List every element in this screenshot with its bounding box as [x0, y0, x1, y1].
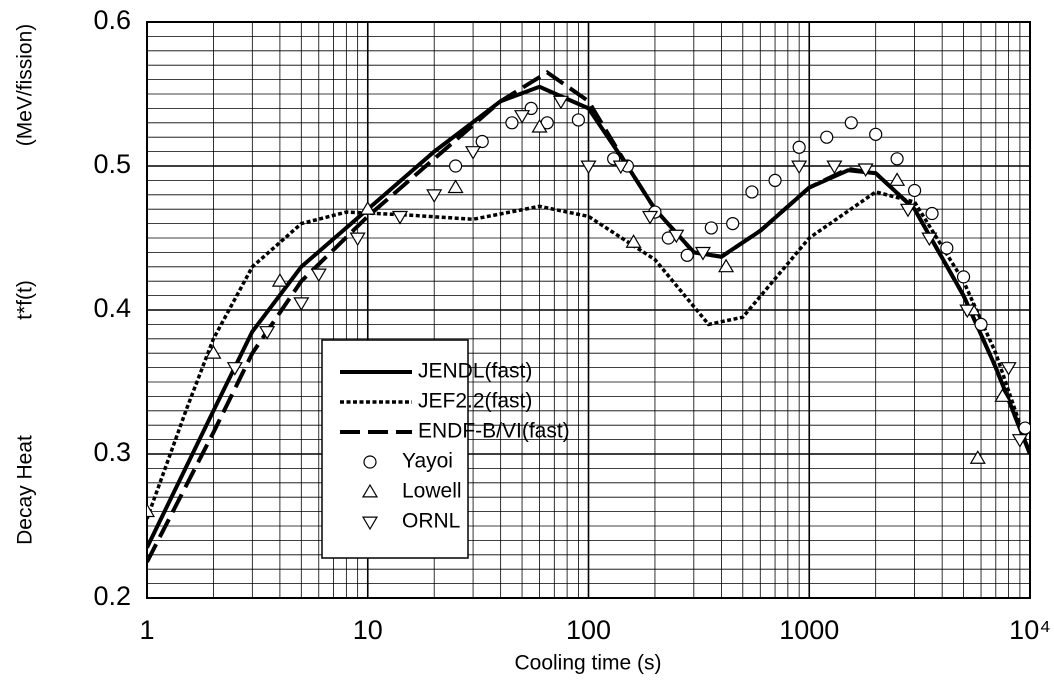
marker [447, 179, 464, 194]
plot-frame [146, 21, 1031, 599]
marker [426, 189, 443, 203]
legend-label: Yayoi [402, 450, 453, 473]
marker [505, 116, 519, 130]
marker [625, 234, 642, 248]
marker [974, 317, 988, 331]
marker [820, 130, 834, 144]
marker [552, 95, 569, 110]
marker [259, 326, 276, 340]
marker [531, 118, 548, 133]
marker [147, 503, 156, 518]
legend-label: ENDF-B/VI(fast) [418, 420, 570, 443]
y-tick-label: 0.4 [93, 293, 131, 323]
line [147, 190, 1030, 520]
marker [768, 173, 782, 187]
legend-label: JEF2.2(fast) [418, 390, 532, 413]
marker [1011, 434, 1028, 448]
marker [889, 172, 906, 186]
marker [205, 345, 222, 359]
marker [680, 248, 694, 262]
x-tick-label: 10⁴ [1009, 615, 1051, 645]
marker [271, 273, 288, 287]
y-tick-label: 0.3 [93, 437, 131, 467]
marker [792, 140, 806, 154]
marker [1018, 421, 1030, 435]
legend-label: Lowell [402, 480, 462, 503]
marker [899, 203, 917, 218]
marker [363, 455, 377, 469]
marker [994, 388, 1011, 402]
marker [612, 160, 629, 175]
marker [513, 110, 531, 124]
marker [310, 268, 327, 283]
legend-label: ORNL [402, 510, 460, 533]
y-tick-label: 0.2 [93, 581, 131, 611]
marker [359, 201, 376, 215]
x-tick-label: 10 [353, 615, 383, 645]
y-tick-label: 0.5 [93, 149, 131, 179]
x-tick-label: 1000 [779, 615, 839, 645]
y-axis-label: t*f(t) [14, 280, 37, 320]
marker [694, 246, 712, 261]
marker [361, 483, 379, 498]
marker [293, 297, 310, 311]
marker [1000, 362, 1017, 376]
marker [226, 362, 243, 376]
marker [921, 232, 938, 247]
y-axis-label: Decay Heat [14, 435, 37, 545]
y-axis-label: (MeV/fission) [14, 24, 37, 147]
x-axis-label: Cooling time (s) [514, 652, 661, 675]
marker [475, 134, 489, 149]
marker [959, 304, 976, 319]
marker [704, 221, 718, 235]
marker [718, 258, 735, 273]
legend-label: JENDL(fast) [418, 360, 532, 383]
marker [668, 229, 685, 244]
marker [969, 450, 986, 464]
marker [857, 163, 874, 178]
x-tick-label: 1 [139, 615, 154, 645]
marker [890, 152, 904, 166]
marker [791, 160, 808, 175]
legend: JENDL(fast) JEF2.2(fast) ENDF-B/VI(fast) Ya… [321, 339, 570, 559]
x-tick-label: 100 [566, 615, 611, 645]
marker [641, 210, 659, 225]
marker [361, 516, 379, 531]
marker [745, 185, 759, 199]
marker [940, 241, 954, 255]
marker [826, 160, 843, 175]
marker [925, 206, 939, 221]
marker [956, 270, 971, 284]
marker [349, 232, 366, 247]
marker [571, 113, 585, 127]
marker [580, 160, 597, 175]
marker [726, 217, 740, 231]
marker [907, 183, 922, 198]
plot-area [147, 70, 1030, 563]
marker [869, 127, 883, 141]
legend-box [321, 339, 469, 559]
y-tick-label: 0.6 [93, 5, 131, 35]
marker [844, 116, 858, 130]
marker [465, 146, 482, 160]
marker [391, 210, 409, 225]
marker [448, 159, 463, 173]
